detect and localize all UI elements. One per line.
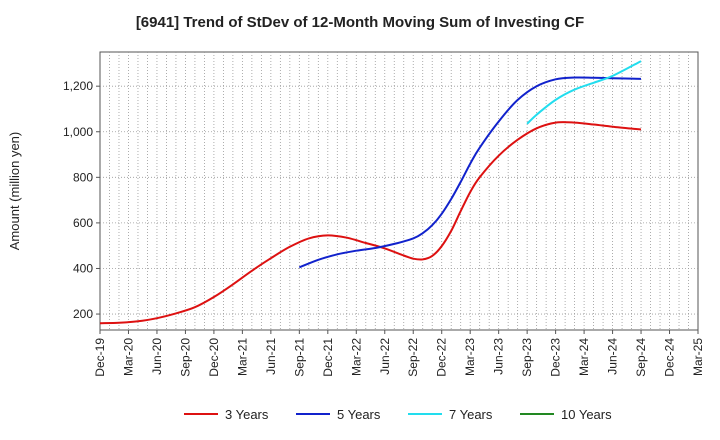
x-tick-label: Mar-21 [235,338,249,376]
x-tick-label: Jun-23 [492,338,506,375]
y-tick-label: 800 [73,170,93,184]
x-tick-label: Mar-22 [349,338,363,376]
plot-area [99,51,699,331]
y-tick-label: 200 [73,307,93,321]
legend-label-10-years: 10 Years [561,407,612,422]
legend-label-3-years: 3 Years [225,407,269,422]
chart-title: [6941] Trend of StDev of 12-Month Moving… [135,14,585,31]
series-line-5-years [298,76,642,269]
y-axis-label: Amount (million yen) [7,132,22,251]
y-tick-label: 1,000 [63,125,93,139]
series-line-7-years [526,60,642,125]
y-tick-label: 600 [73,216,93,230]
x-tick-label: Sep-22 [406,338,420,377]
x-tick-label: Dec-20 [207,338,221,377]
legend-label-5-years: 5 Years [337,407,381,422]
x-tick-label: Jun-20 [150,338,164,375]
x-tick-label: Sep-24 [634,338,648,377]
x-tick-label: Sep-21 [292,338,306,377]
x-tick-label: Jun-22 [378,338,392,375]
x-tick-label: Jun-24 [606,338,620,375]
x-tick-label: Dec-19 [93,338,107,377]
x-tick-label: Mar-23 [463,338,477,376]
x-tick-label: Dec-23 [549,338,563,377]
series-line-3-years [99,121,642,325]
x-tick-label: Dec-24 [663,338,677,377]
x-tick-label: Jun-21 [264,338,278,375]
x-tick-label: Sep-20 [178,338,192,377]
legend-label-7-years: 7 Years [449,407,493,422]
x-tick-label: Sep-23 [520,338,534,377]
y-tick-label: 400 [73,261,93,275]
x-tick-label: Mar-24 [577,338,591,376]
y-tick-label: 1,200 [63,79,93,93]
x-tick-label: Mar-20 [121,338,135,376]
x-tick-label: Dec-21 [321,338,335,377]
x-tick-label: Mar-25 [691,338,705,376]
x-tick-label: Dec-22 [435,338,449,377]
